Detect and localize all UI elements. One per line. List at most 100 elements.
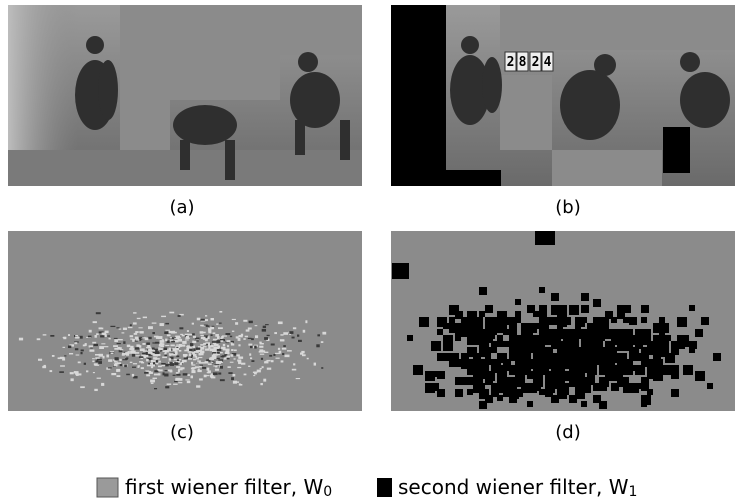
speckle (238, 344, 240, 346)
speckle (207, 337, 209, 339)
speckle (170, 370, 173, 372)
speckle (141, 367, 144, 369)
speckle (278, 348, 280, 350)
score-digit: 8 (519, 55, 527, 70)
speckle (189, 353, 191, 356)
block (665, 335, 671, 341)
block (581, 317, 587, 323)
block (413, 365, 423, 375)
speckle (147, 365, 152, 367)
block (527, 401, 533, 407)
panel-d: (d) (391, 231, 735, 443)
speckle (292, 369, 296, 371)
figure: (a) 2 8 2 4 (b) (c) (0, 0, 735, 499)
speckle (185, 379, 189, 380)
speckle (124, 365, 127, 368)
block (695, 371, 705, 381)
block (479, 365, 489, 375)
panel-a: (a) (8, 5, 362, 218)
speckle (317, 334, 320, 336)
legend-text: first wiener filter, W (125, 475, 323, 499)
speckle (180, 334, 183, 335)
speckle (64, 355, 66, 356)
block (467, 347, 477, 357)
speckle (89, 345, 93, 347)
speckle (282, 353, 284, 355)
speckle (152, 364, 155, 366)
speckle (201, 362, 206, 363)
speckle (134, 333, 137, 335)
speckle (104, 346, 108, 347)
speckle (93, 372, 95, 373)
speckle (139, 338, 142, 339)
speckle (217, 352, 220, 354)
block (479, 347, 485, 353)
block (437, 317, 447, 327)
block (593, 335, 599, 341)
block (491, 347, 497, 353)
speckle (156, 337, 160, 339)
legend-subscript: 0 (323, 484, 332, 499)
speckle (128, 327, 133, 328)
speckle (117, 369, 121, 372)
speckle (250, 357, 252, 359)
speckle (237, 367, 241, 368)
speckle (173, 384, 178, 385)
block (431, 341, 441, 351)
speckle (187, 334, 192, 336)
speckle (217, 354, 220, 355)
speckle (260, 368, 262, 369)
speckle (135, 347, 139, 349)
speckle (219, 323, 222, 324)
speckle (80, 386, 85, 388)
speckle (76, 355, 80, 356)
speckle (139, 327, 143, 328)
speckle (260, 343, 264, 344)
speckle (167, 334, 171, 336)
speckle (133, 312, 136, 313)
speckle (114, 361, 118, 362)
speckle (206, 375, 210, 376)
speckle (234, 350, 237, 352)
block (509, 329, 517, 337)
speckle (165, 386, 169, 388)
block (503, 341, 509, 347)
block (671, 389, 679, 397)
filtered-block (552, 150, 662, 186)
speckle (178, 315, 181, 317)
speckle (63, 337, 66, 340)
speckle (174, 381, 178, 382)
speckle (231, 349, 233, 351)
block (527, 359, 533, 365)
speckle (245, 336, 248, 338)
speckle (185, 338, 189, 339)
block (497, 383, 507, 393)
speckle (152, 323, 157, 324)
block (635, 341, 643, 349)
speckle (220, 352, 223, 353)
speckle (189, 349, 193, 351)
block (491, 359, 499, 367)
speckle (188, 358, 192, 360)
speckle (178, 378, 182, 381)
block (659, 317, 665, 323)
speckle (50, 370, 53, 372)
speckle (164, 355, 167, 357)
block (707, 383, 713, 389)
black-region (446, 170, 501, 186)
speckle (262, 329, 266, 332)
speckle (165, 345, 169, 346)
speckle (187, 374, 190, 376)
block (689, 341, 697, 349)
speckle (150, 380, 155, 383)
block (491, 341, 497, 347)
speckle (206, 325, 210, 326)
speckle (246, 330, 250, 332)
speckle (193, 348, 195, 351)
speckle (248, 328, 252, 330)
speckle (192, 341, 196, 343)
speckle (230, 354, 233, 357)
block (509, 353, 515, 359)
speckle (101, 343, 105, 344)
speckle (178, 368, 183, 370)
